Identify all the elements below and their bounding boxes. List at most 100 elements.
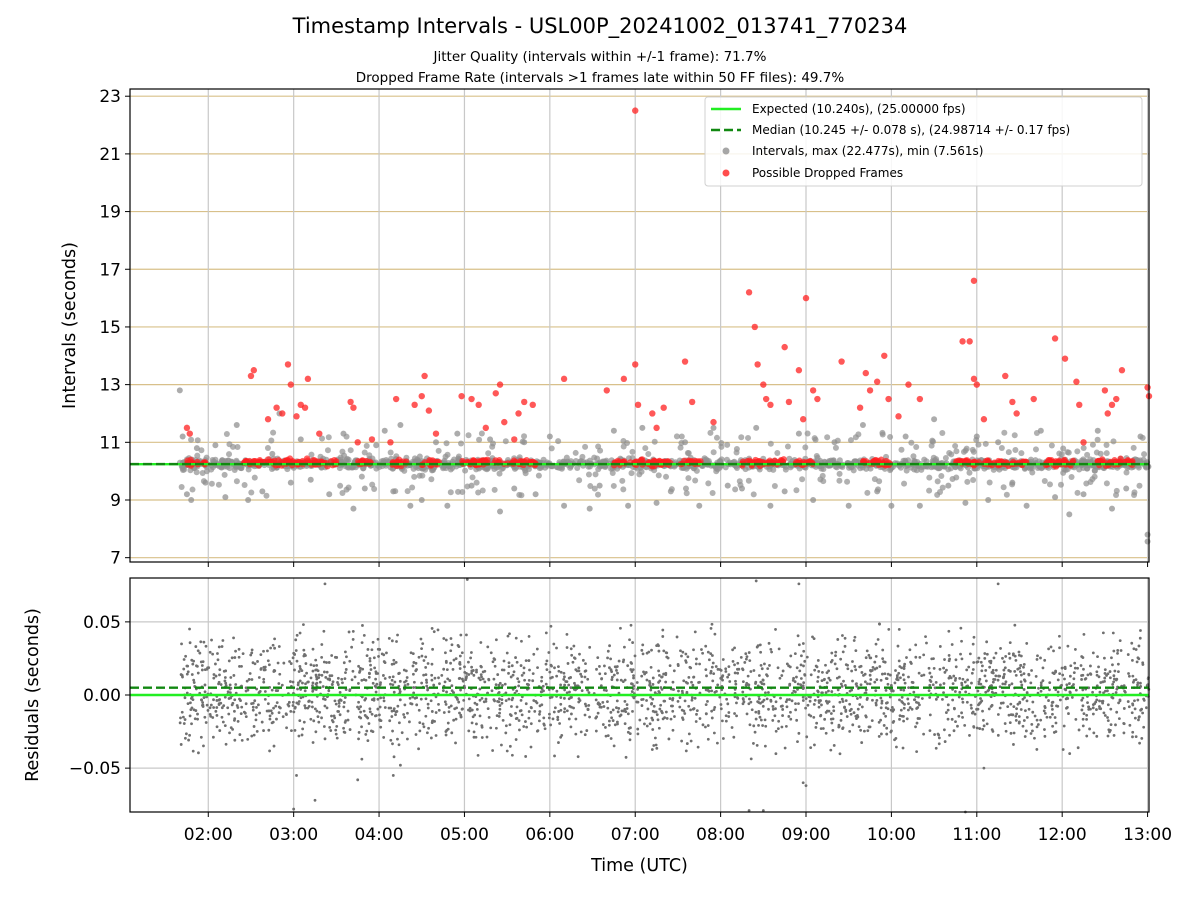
residual-point <box>563 683 567 687</box>
residual-point <box>1067 712 1070 715</box>
residual-point <box>229 696 233 700</box>
residual-point <box>1039 689 1043 693</box>
interval-point <box>982 440 989 447</box>
residual-point <box>366 739 370 743</box>
residual-point <box>774 707 777 711</box>
residual-point <box>1126 653 1130 656</box>
residual-point <box>684 652 688 656</box>
dropped-frame-point <box>632 361 639 368</box>
residual-point <box>1094 700 1098 704</box>
residual-point <box>182 722 186 725</box>
residual-point <box>686 655 690 659</box>
residual-point <box>1051 712 1054 716</box>
residual-point <box>1043 728 1046 731</box>
residual-point <box>454 657 458 661</box>
residual-point <box>984 679 988 683</box>
residual-point <box>218 729 222 732</box>
residual-point <box>394 710 398 714</box>
residual-point <box>733 671 737 675</box>
residual-point <box>941 697 944 701</box>
dropped-frame-point <box>751 323 758 331</box>
residual-point <box>191 749 195 753</box>
residual-point <box>411 695 415 699</box>
residual-point <box>971 642 975 646</box>
residual-point <box>309 663 313 667</box>
residual-point <box>254 713 258 717</box>
residual-point <box>228 731 231 735</box>
residual-point <box>371 730 375 734</box>
residual-point <box>1102 711 1106 715</box>
residual-point <box>366 648 370 651</box>
residual-point <box>586 677 590 681</box>
interval-point <box>1060 469 1067 476</box>
residual-point <box>206 666 210 670</box>
residual-point <box>458 662 462 666</box>
residual-point <box>232 636 235 640</box>
residual-point <box>982 718 985 722</box>
residual-point <box>800 654 803 658</box>
residual-point <box>1014 658 1018 662</box>
residual-point <box>690 680 693 684</box>
residual-point <box>980 699 984 703</box>
residual-point <box>1115 710 1119 714</box>
residual-point <box>184 732 188 736</box>
residual-point <box>843 644 847 648</box>
residual-point <box>442 667 446 671</box>
residual-point <box>418 729 422 733</box>
residual-point <box>757 711 761 715</box>
interval-point <box>1093 449 1100 456</box>
residual-point <box>830 690 834 693</box>
residual-point <box>233 709 236 713</box>
residual-point <box>444 651 447 655</box>
residual-point <box>623 678 627 682</box>
residual-point <box>315 709 319 713</box>
residual-point <box>367 722 371 725</box>
residual-point <box>844 699 848 703</box>
interval-point <box>561 502 568 509</box>
residual-point <box>1081 696 1085 700</box>
residual-point <box>835 676 839 680</box>
residual-point <box>1133 716 1137 720</box>
residual-point <box>497 683 501 687</box>
residual-point <box>1056 678 1060 682</box>
residual-point <box>566 662 570 665</box>
residual-point <box>189 701 192 705</box>
residual-point <box>831 728 835 732</box>
residual-point <box>973 712 977 716</box>
residual-point <box>733 663 736 667</box>
residual-point <box>551 717 555 721</box>
residual-point <box>979 660 983 664</box>
residual-point <box>497 714 501 718</box>
interval-point <box>995 439 1002 446</box>
interval-point <box>864 489 871 496</box>
interval-point <box>202 479 209 486</box>
residual-point <box>545 659 549 663</box>
residual-point <box>320 673 324 677</box>
residual-point <box>415 668 418 671</box>
residual-point <box>648 722 652 726</box>
residual-point <box>228 683 232 687</box>
residual-point <box>397 672 401 675</box>
residual-point <box>930 675 933 679</box>
residual-point <box>570 705 573 709</box>
interval-point <box>198 447 205 454</box>
residual-point <box>345 655 348 659</box>
interval-point <box>222 494 229 501</box>
residual-point <box>651 676 655 680</box>
residual-point <box>797 731 801 735</box>
residual-point <box>617 659 621 663</box>
interval-point <box>696 502 703 509</box>
residual-point <box>311 684 314 688</box>
legend-median-label: Median (10.245 +/- 0.078 s), (24.98714 +… <box>752 123 1070 137</box>
residual-point <box>757 723 760 727</box>
residual-point <box>1131 658 1134 662</box>
interval-point <box>187 467 194 474</box>
residual-point <box>277 682 281 685</box>
residual-point <box>359 666 362 670</box>
residual-point <box>707 658 711 662</box>
residual-point <box>747 683 751 687</box>
interval-point <box>535 472 542 479</box>
residual-point <box>343 731 347 734</box>
residual-point <box>884 706 888 710</box>
interval-point <box>1041 478 1048 485</box>
